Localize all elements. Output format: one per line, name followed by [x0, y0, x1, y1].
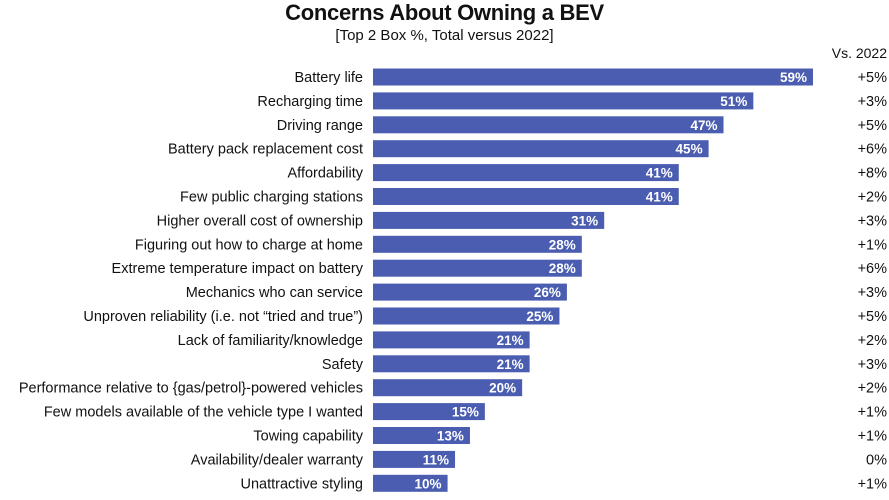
bar-value-label: 13% [437, 429, 464, 444]
change-label: +5% [858, 118, 888, 134]
category-label: Few models available of the vehicle type… [44, 405, 363, 421]
change-label: +1% [858, 429, 888, 445]
change-label: +5% [858, 70, 888, 86]
bar [373, 140, 709, 158]
change-label: +6% [858, 142, 888, 158]
change-label: +2% [858, 190, 888, 206]
change-label: +3% [858, 357, 888, 373]
category-label: Higher overall cost of ownership [157, 213, 363, 229]
category-label: Unattractive styling [241, 476, 364, 492]
category-label: Extreme temperature impact on battery [112, 261, 364, 277]
bar-value-label: 41% [646, 166, 673, 181]
bar-value-label: 41% [646, 190, 673, 205]
bar [373, 403, 485, 421]
change-label: +5% [858, 309, 888, 325]
bar [373, 331, 530, 349]
bar [373, 259, 582, 277]
chart-title: Concerns About Owning a BEV [285, 0, 604, 25]
bar [373, 355, 530, 373]
bar-value-label: 47% [690, 118, 717, 133]
category-label: Few public charging stations [180, 190, 363, 206]
bar [373, 307, 560, 325]
bar-value-label: 28% [549, 261, 576, 276]
category-label: Driving range [277, 118, 363, 134]
bar [373, 211, 605, 229]
bar-value-label: 11% [423, 452, 449, 467]
category-label: Performance relative to {gas/petrol}-pow… [19, 381, 363, 397]
change-label: +8% [858, 166, 888, 182]
bar [373, 427, 470, 444]
bar [373, 450, 456, 468]
bar-value-label: 31% [571, 213, 598, 228]
category-label: Battery life [295, 70, 364, 86]
category-label: Figuring out how to charge at home [135, 237, 363, 253]
bar-value-label: 21% [497, 333, 524, 348]
category-label: Lack of familiarity/knowledge [178, 333, 363, 349]
bar [373, 164, 679, 182]
bar-value-label: 26% [534, 285, 561, 300]
chart-subtitle: [Top 2 Box %, Total versus 2022] [335, 27, 554, 44]
category-label: Towing capability [253, 429, 363, 445]
bar [373, 116, 724, 134]
change-label: +3% [858, 285, 888, 301]
category-label: Recharging time [257, 94, 363, 110]
bar [373, 379, 523, 397]
bar [373, 188, 679, 205]
comparison-header: Vs. 2022 [831, 45, 887, 61]
change-label: +3% [858, 94, 888, 110]
bar-value-label: 28% [549, 237, 576, 252]
category-label: Unproven reliability (i.e. not “tried an… [83, 309, 363, 325]
bar-value-label: 20% [489, 381, 516, 396]
change-label: +1% [858, 237, 888, 253]
bar [373, 235, 582, 253]
change-label: +1% [858, 405, 888, 421]
bar-value-label: 15% [452, 405, 479, 420]
change-label: 0% [866, 452, 887, 468]
change-label: +2% [858, 333, 888, 349]
change-label: +6% [858, 261, 888, 277]
category-label: Battery pack replacement cost [168, 142, 363, 158]
bar-value-label: 21% [497, 357, 524, 372]
bar-value-label: 10% [415, 476, 442, 491]
bar-value-label: 45% [676, 142, 703, 157]
bar-value-label: 25% [526, 309, 553, 324]
category-label: Availability/dealer warranty [191, 452, 364, 468]
category-label: Safety [322, 357, 364, 373]
bar [373, 474, 448, 492]
change-label: +3% [858, 213, 888, 229]
change-label: +2% [858, 381, 888, 397]
bar [373, 68, 813, 86]
bar-value-label: 51% [720, 94, 747, 109]
bar [373, 92, 754, 110]
category-label: Mechanics who can service [186, 285, 363, 301]
category-label: Affordability [288, 166, 364, 182]
bar [373, 283, 567, 301]
change-label: +1% [858, 476, 888, 492]
bar-value-label: 59% [780, 70, 807, 85]
